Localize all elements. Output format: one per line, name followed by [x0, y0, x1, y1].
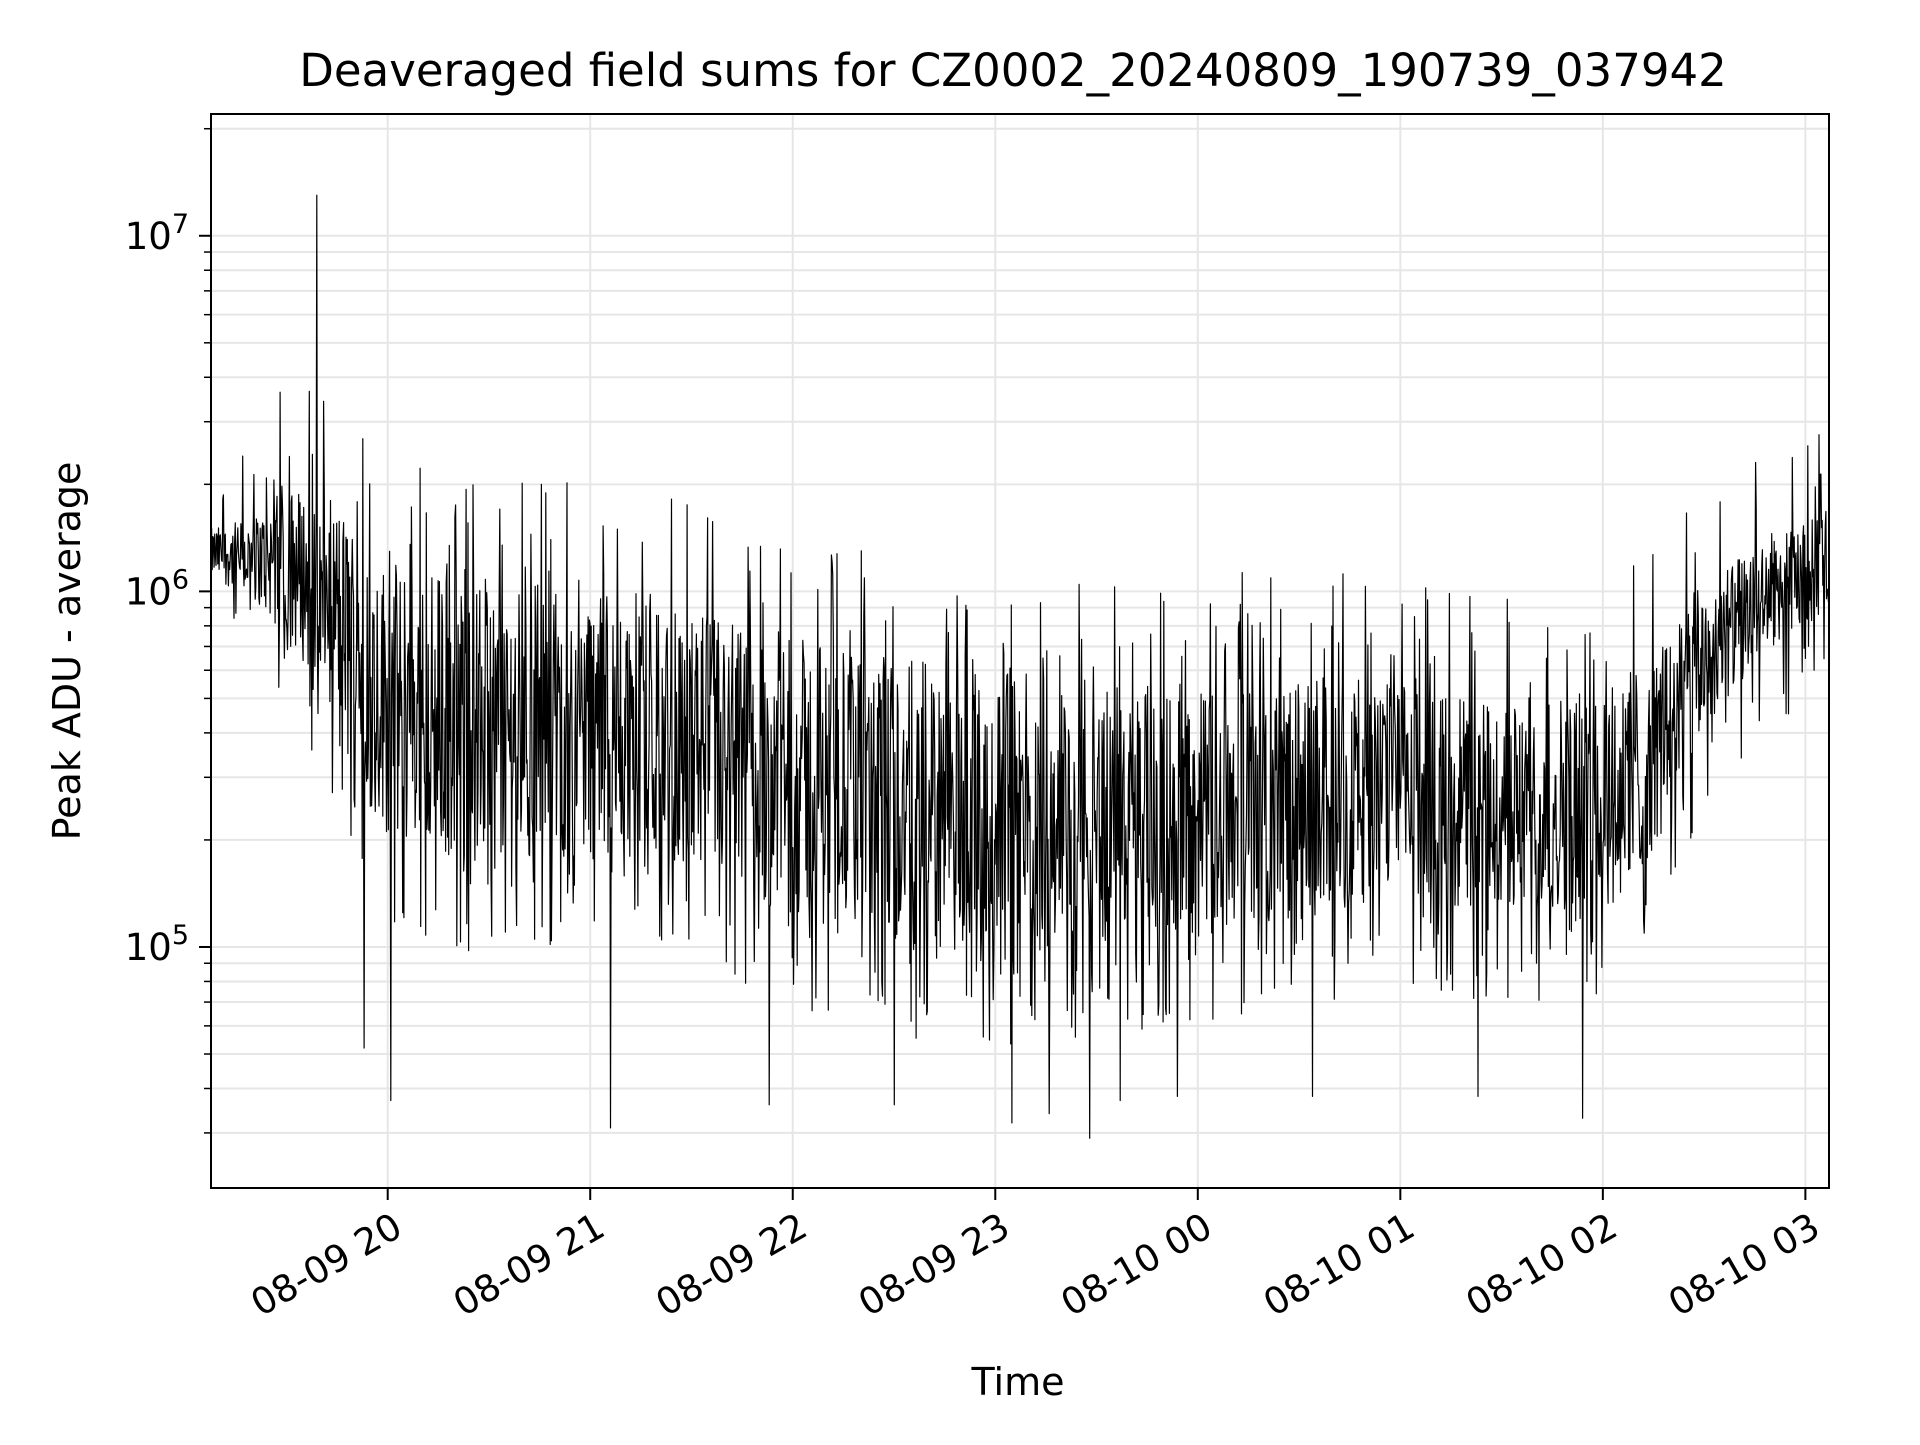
- x-tick-label: 08-10 02: [1459, 1205, 1625, 1325]
- x-axis-ticks: 08-09 20 08-09 21 08-09 22 08-09 23 08-10 00…: [244, 1188, 1827, 1325]
- x-tick-label: 08-10 03: [1661, 1205, 1827, 1325]
- x-tick-label: 08-10 01: [1256, 1205, 1422, 1325]
- series-group: [210, 194, 1830, 1139]
- x-tick-label: 08-09 20: [244, 1205, 410, 1325]
- y-tick-label: 106: [125, 564, 189, 613]
- y-tick-label: 105: [125, 920, 189, 969]
- grid: [211, 114, 1829, 1188]
- y-tick-label: 107: [125, 209, 189, 258]
- x-tick-label: 08-09 22: [649, 1205, 815, 1325]
- x-tick-label: 08-10 00: [1054, 1205, 1220, 1325]
- x-tick-label: 08-09 23: [851, 1205, 1017, 1325]
- y-axis-ticks: 105 106 107: [125, 127, 211, 1134]
- chart-title: Deaveraged field sums for CZ0002_2024080…: [299, 44, 1726, 97]
- plot-frame: [210, 113, 1830, 1189]
- series-line: [210, 194, 1830, 1139]
- x-axis-label: Time: [971, 1360, 1065, 1404]
- y-axis-label: Peak ADU - average: [45, 462, 89, 841]
- x-tick-label: 08-09 21: [446, 1205, 612, 1325]
